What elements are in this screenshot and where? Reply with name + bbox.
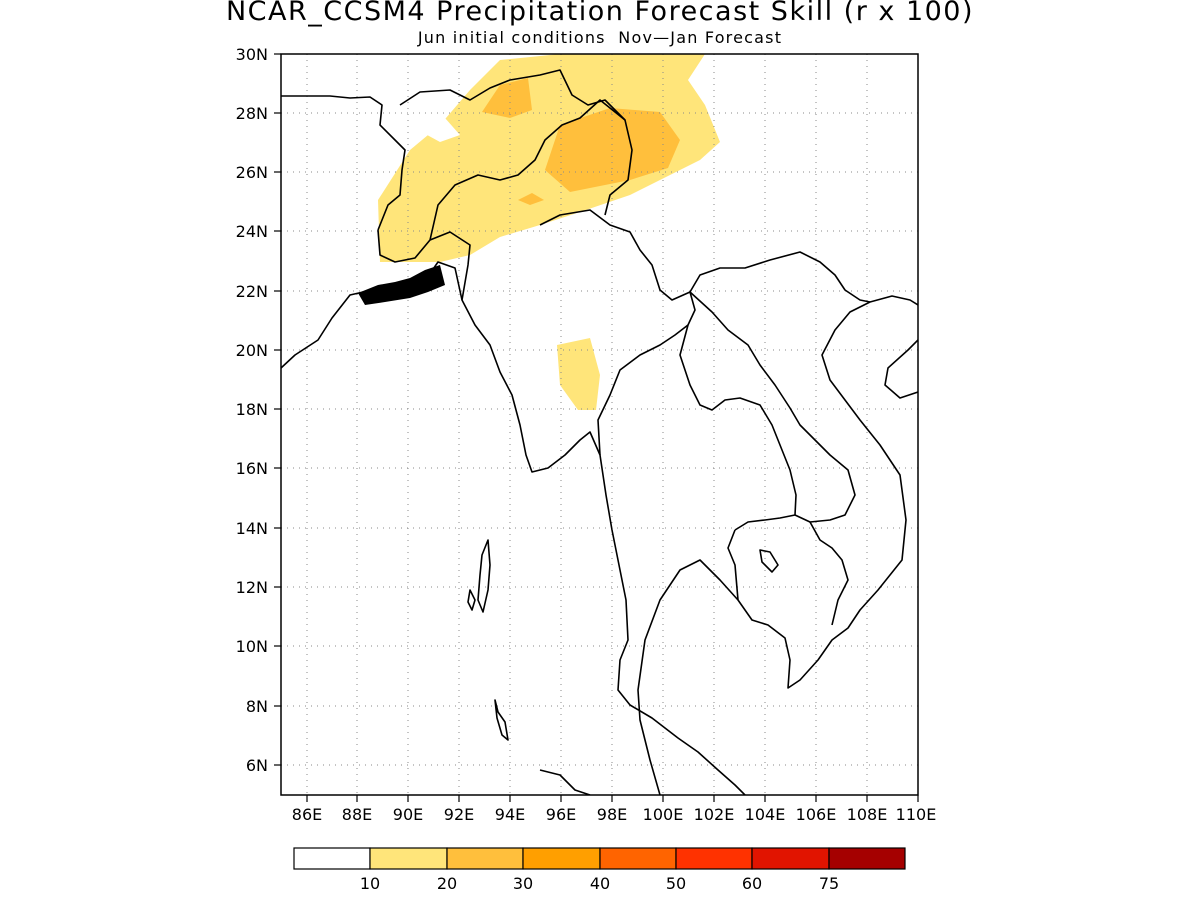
lat-label-24n: 24N <box>236 222 268 241</box>
lon-label-106e: 106E <box>796 805 837 824</box>
border-cambodia <box>727 521 849 626</box>
coastline-andaman-islands <box>477 539 491 613</box>
coastline-andaman-islands-2 <box>467 589 476 611</box>
lon-label-92e: 92E <box>444 805 474 824</box>
coastline-main <box>281 261 746 795</box>
lon-label-98e: 98E <box>597 805 627 824</box>
grid-lines <box>281 54 918 795</box>
lat-label-22n: 22N <box>236 282 268 301</box>
lat-label-16n: 16N <box>236 459 268 478</box>
colorbar-swatch-4 <box>599 847 677 870</box>
lon-label-90e: 90E <box>393 805 423 824</box>
lat-label-28n: 28N <box>236 104 268 123</box>
colorbar-label-60: 60 <box>742 874 762 893</box>
colorbar: 10 20 30 40 50 60 75 <box>293 847 906 893</box>
coastline-malay <box>539 769 591 795</box>
colorbar-swatch-7 <box>828 847 906 870</box>
lon-label-108e: 108E <box>847 805 888 824</box>
lat-label-26n: 26N <box>236 163 268 182</box>
skill-region-10-20-notch <box>408 115 460 142</box>
map-title: NCAR_CCSM4 Precipitation Forecast Skill … <box>225 0 975 27</box>
lon-label-94e: 94E <box>495 805 525 824</box>
lon-label-88e: 88E <box>342 805 372 824</box>
colorbar-label-20: 20 <box>437 874 457 893</box>
map-subtitle: Jun initial conditions Nov—Jan Forecast <box>417 28 783 47</box>
lon-label-86e: 86E <box>292 805 322 824</box>
lon-label-96e: 96E <box>546 805 576 824</box>
coastline-vietnam-gulf <box>884 339 918 399</box>
colorbar-label-40: 40 <box>590 874 610 893</box>
lat-label-18n: 18N <box>236 400 268 419</box>
border-myanmar-thailand <box>597 291 696 456</box>
coastline-gulf-of-thailand <box>637 295 918 795</box>
lat-tick-marks <box>274 53 281 766</box>
skill-regions <box>378 54 720 410</box>
delta-coastline <box>358 265 445 305</box>
colorbar-swatch-5 <box>675 847 753 870</box>
colorbar-label-50: 50 <box>666 874 686 893</box>
colorbar-label-10: 10 <box>360 874 380 893</box>
border-india-bangladesh <box>281 95 406 231</box>
lon-label-104e: 104E <box>745 805 786 824</box>
skill-region-20-30-speck <box>518 193 544 205</box>
border-laos <box>689 291 856 531</box>
border-north <box>399 69 633 216</box>
colorbar-swatch-1 <box>369 847 448 870</box>
lat-label-8n: 8N <box>246 697 268 716</box>
skill-region-20-30-west <box>482 78 532 118</box>
lat-label-30n: 30N <box>236 45 268 64</box>
lat-label-12n: 12N <box>236 578 268 597</box>
lon-label-102e: 102E <box>694 805 735 824</box>
lon-label-100e: 100E <box>643 805 684 824</box>
lat-label-6n: 6N <box>246 756 268 775</box>
colorbar-label-75: 75 <box>819 874 839 893</box>
colorbar-swatch-3 <box>522 847 601 870</box>
colorbar-swatch-0 <box>293 847 371 870</box>
colorbar-label-30: 30 <box>513 874 533 893</box>
lat-label-14n: 14N <box>236 519 268 538</box>
colorbar-swatch-6 <box>751 847 830 870</box>
coastline-cambodia-lake <box>759 549 779 573</box>
lat-label-20n: 20N <box>236 341 268 360</box>
lon-label-110e: 110E <box>896 805 937 824</box>
border-bangladesh <box>377 99 626 301</box>
lon-tick-marks <box>306 795 919 802</box>
map-frame <box>280 53 919 796</box>
border-myanmar-china <box>539 209 871 303</box>
colorbar-swatch-2 <box>446 847 524 870</box>
border-thailand-laos <box>679 324 797 516</box>
skill-region-10-20-central <box>557 338 600 410</box>
coastline-nicobar <box>494 699 509 741</box>
lat-label-10n: 10N <box>236 637 268 656</box>
